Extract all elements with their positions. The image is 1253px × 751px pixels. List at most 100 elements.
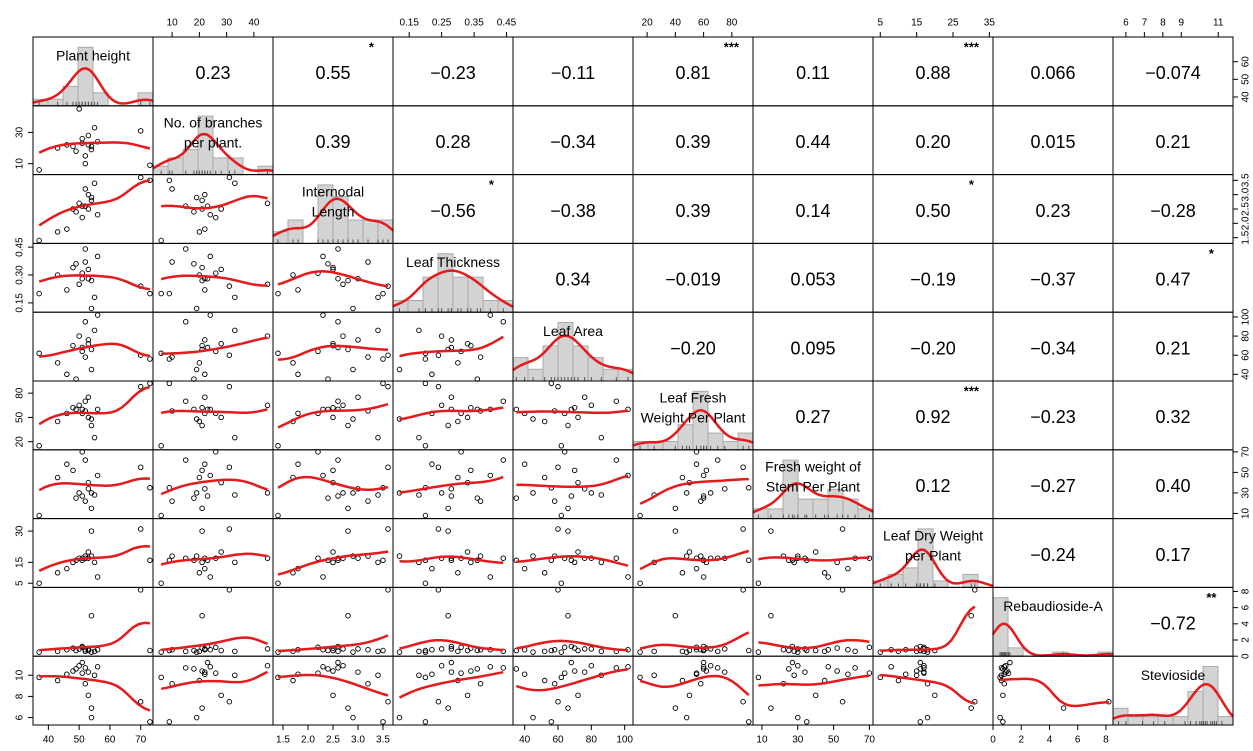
scatter-point	[330, 559, 336, 566]
scatter-point	[202, 371, 208, 378]
scatter-point	[791, 648, 797, 655]
panel: Leaf Dry Weight per Plant	[872, 518, 994, 588]
correlation-value: 0.27	[795, 407, 830, 427]
scatter-point	[565, 422, 571, 429]
scatter-point	[88, 649, 95, 655]
scatter-point	[637, 649, 643, 655]
scatter-point	[375, 294, 381, 301]
scatter-point	[218, 692, 224, 699]
scatter-point	[746, 719, 752, 725]
scatter-point	[448, 669, 455, 675]
scatter-point	[325, 666, 331, 672]
scatter-point	[199, 528, 205, 534]
scatter-point	[73, 666, 79, 672]
scatter-point	[88, 714, 95, 721]
panel	[392, 449, 514, 520]
panel-frame	[752, 655, 874, 726]
scatter-point	[429, 646, 435, 653]
scatter-point	[76, 281, 82, 288]
smooth-line	[399, 335, 504, 358]
scatter-point	[158, 649, 164, 655]
scatter-point	[54, 360, 61, 366]
scatter-point	[218, 206, 224, 212]
scatter-point	[212, 644, 219, 651]
smooth-line	[399, 638, 504, 652]
significance-stars: **	[1206, 590, 1217, 605]
panel	[392, 655, 514, 726]
scatter-point	[82, 680, 89, 687]
scatter-point	[746, 485, 752, 491]
panel-frame	[272, 242, 394, 313]
scatter-point	[88, 305, 95, 312]
scatter-point	[76, 662, 82, 669]
scatter-point	[88, 366, 95, 373]
scatter-point	[64, 371, 70, 378]
histogram-bar	[452, 276, 469, 313]
scatter-point	[445, 705, 451, 711]
panel-frame	[152, 311, 274, 382]
scatter-point	[199, 467, 205, 474]
significance-stars: ***	[964, 39, 980, 54]
scatter-point	[218, 647, 224, 654]
tick-label: 60	[552, 735, 564, 746]
variable-label: Leaf Fresh	[660, 390, 727, 406]
smooth-line	[38, 545, 150, 572]
scatter-point	[275, 512, 281, 519]
scatter-point	[555, 383, 561, 390]
scatter-point	[698, 680, 704, 687]
tick-label: 3.5	[376, 735, 390, 746]
scatter-point	[375, 492, 381, 498]
scatter-point	[345, 346, 351, 353]
scatter-point	[565, 528, 571, 534]
scatter-point	[207, 574, 214, 580]
scatter-point	[85, 486, 92, 492]
scatter-point	[555, 587, 561, 593]
scatter-point	[464, 692, 471, 699]
scatter-point	[740, 464, 746, 471]
tick-label: 1.5	[1241, 230, 1252, 244]
scatter-point	[36, 649, 42, 655]
scatter-point	[91, 294, 98, 301]
tick-label: 40	[519, 735, 531, 746]
smooth-line	[38, 179, 151, 227]
panel	[392, 518, 514, 588]
panel: −0.34	[512, 105, 634, 176]
panel	[32, 380, 154, 451]
scatter-point	[335, 398, 341, 404]
scatter-point	[137, 383, 144, 390]
variable-label: No. of branches	[164, 115, 263, 131]
scatter-point	[637, 674, 643, 681]
histogram-bar	[527, 368, 544, 382]
scatter-point	[448, 643, 455, 650]
scatter-point	[458, 644, 464, 651]
scatter-point	[91, 648, 98, 655]
panel: 0.44	[752, 105, 874, 176]
scatter-point	[455, 648, 461, 655]
panel	[752, 655, 874, 726]
correlation-value: 0.32	[1155, 407, 1190, 427]
scatter-point	[73, 495, 79, 501]
scatter-point	[672, 612, 679, 619]
smooth-line	[639, 549, 750, 571]
scatter-point	[998, 672, 1005, 679]
scatter-point	[802, 669, 808, 675]
scatter-point	[581, 669, 588, 675]
scatter-point	[76, 106, 82, 112]
variable-label: Plant height	[56, 48, 130, 64]
panel-frame	[992, 655, 1114, 726]
variable-label: Length	[312, 203, 355, 219]
significance-stars: *	[1209, 246, 1215, 261]
tick-label: 0.15	[15, 293, 26, 313]
scatter-point	[335, 659, 341, 666]
correlation-value: 0.81	[675, 63, 710, 83]
panel: Stevioside	[1112, 655, 1234, 726]
scatter-point	[435, 587, 442, 593]
scatter-point	[968, 705, 974, 711]
correlation-value: −0.38	[550, 201, 596, 221]
scatter-point	[345, 422, 351, 429]
scatter-point	[877, 674, 884, 681]
scatter-point	[79, 275, 85, 282]
scatter-point	[375, 648, 381, 655]
panel: −0.28	[1112, 174, 1234, 244]
tick-label: 70	[135, 735, 147, 746]
